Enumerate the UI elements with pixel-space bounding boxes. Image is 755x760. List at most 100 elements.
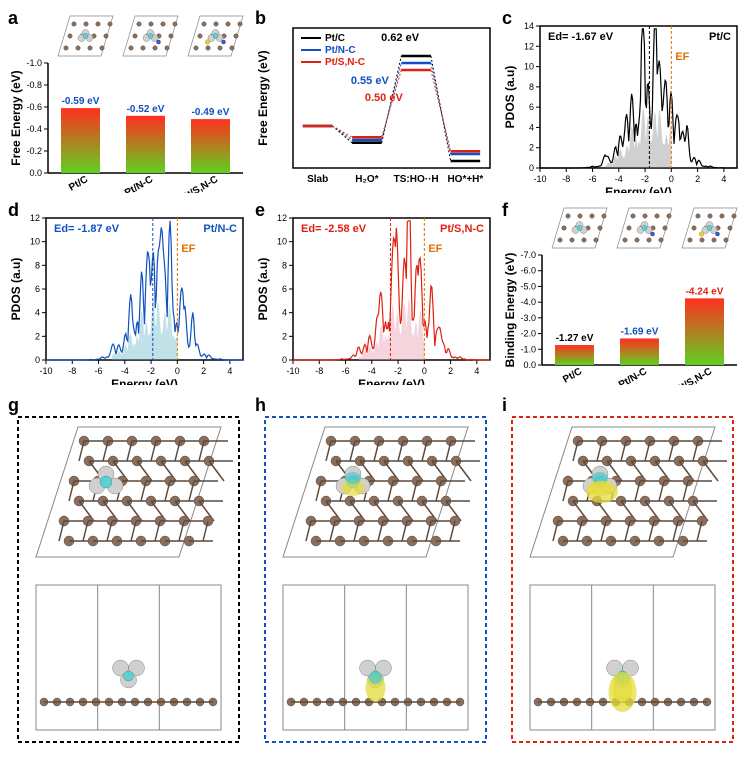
svg-text:-0.2: -0.2: [26, 146, 42, 156]
svg-text:2: 2: [35, 331, 40, 341]
svg-text:Energy (eV): Energy (eV): [111, 377, 178, 385]
label-g: g: [8, 395, 19, 416]
svg-text:Free Energy (eV): Free Energy (eV): [9, 70, 23, 165]
svg-text:-0.6: -0.6: [26, 102, 42, 112]
panel-h: h: [255, 395, 496, 750]
svg-text:-0.49 eV: -0.49 eV: [192, 107, 230, 118]
svg-text:-4.0: -4.0: [520, 297, 536, 307]
svg-text:8: 8: [282, 260, 287, 270]
svg-text:4: 4: [721, 174, 726, 184]
panel-a: a 0.0-0.2-0.4-0.6-0.8-1.0Free Energy (eV…: [8, 8, 249, 193]
svg-text:0: 0: [669, 174, 674, 184]
svg-text:2: 2: [695, 174, 700, 184]
svg-text:0: 0: [35, 355, 40, 365]
label-b: b: [255, 8, 266, 29]
svg-text:Binding Energy (eV): Binding Energy (eV): [503, 253, 517, 368]
svg-text:14: 14: [524, 21, 534, 31]
svg-text:0.62 eV: 0.62 eV: [381, 32, 420, 44]
svg-text:-8: -8: [562, 174, 570, 184]
svg-text:-7.0: -7.0: [520, 250, 536, 260]
chart-h: [255, 395, 496, 750]
svg-text:-6: -6: [589, 174, 597, 184]
svg-text:8: 8: [529, 82, 534, 92]
svg-text:Pt/N-C: Pt/N-C: [325, 45, 356, 56]
svg-text:12: 12: [277, 213, 287, 223]
svg-text:4: 4: [529, 122, 534, 132]
panel-c: c -10-8-6-4-202402468101214Energy (eV)PD…: [502, 8, 743, 193]
svg-text:10: 10: [277, 237, 287, 247]
svg-text:Pt/S,N-C: Pt/S,N-C: [325, 57, 365, 68]
svg-text:Pt/C: Pt/C: [709, 31, 731, 43]
panel-e: e -10-8-6-4-2024024681012Energy (eV)PDOS…: [255, 200, 496, 385]
svg-text:2: 2: [448, 366, 453, 376]
svg-text:12: 12: [30, 213, 40, 223]
svg-text:-8: -8: [68, 366, 76, 376]
panel-g: g: [8, 395, 249, 750]
label-c: c: [502, 8, 512, 29]
label-f: f: [502, 200, 508, 221]
svg-text:-4: -4: [368, 366, 376, 376]
svg-text:2: 2: [282, 331, 287, 341]
svg-text:6: 6: [35, 284, 40, 294]
svg-text:0.50 eV: 0.50 eV: [365, 92, 404, 104]
svg-text:-8: -8: [315, 366, 323, 376]
svg-text:Ed= -2.58 eV: Ed= -2.58 eV: [301, 223, 367, 235]
svg-text:-0.4: -0.4: [26, 124, 42, 134]
svg-text:-4.24 eV: -4.24 eV: [686, 286, 724, 297]
svg-text:Ed= -1.87 eV: Ed= -1.87 eV: [54, 223, 120, 235]
svg-text:Pt/S,N-C: Pt/S,N-C: [180, 174, 220, 193]
svg-text:-4: -4: [615, 174, 623, 184]
svg-text:-4: -4: [121, 366, 129, 376]
svg-text:-10: -10: [39, 366, 52, 376]
svg-text:10: 10: [524, 62, 534, 72]
svg-text:Pt/S,N-C: Pt/S,N-C: [674, 366, 714, 385]
label-d: d: [8, 200, 19, 221]
chart-f: 0.0-1.0-2.0-3.0-4.0-5.0-6.0-7.0Binding E…: [502, 200, 743, 385]
svg-text:4: 4: [227, 366, 232, 376]
svg-text:Pt/C: Pt/C: [67, 174, 90, 193]
panel-d: d -10-8-6-4-2024024681012Energy (eV)PDOS…: [8, 200, 249, 385]
chart-g: [8, 395, 249, 750]
svg-text:Energy (eV): Energy (eV): [605, 185, 672, 193]
svg-text:-10: -10: [286, 366, 299, 376]
svg-text:-3.0: -3.0: [520, 313, 536, 323]
svg-text:Energy (eV): Energy (eV): [358, 377, 425, 385]
svg-text:0: 0: [175, 366, 180, 376]
panel-b: b Free Energy (eV)SlabH₂O*TS:HO··HHO*+H*…: [255, 8, 496, 193]
chart-d: -10-8-6-4-2024024681012Energy (eV)PDOS (…: [8, 200, 249, 385]
svg-text:HO*+H*: HO*+H*: [447, 174, 483, 185]
svg-text:-1.0: -1.0: [520, 344, 536, 354]
svg-text:-6: -6: [95, 366, 103, 376]
svg-text:2: 2: [529, 143, 534, 153]
svg-text:6: 6: [529, 102, 534, 112]
svg-text:-2: -2: [147, 366, 155, 376]
svg-text:-1.0: -1.0: [26, 58, 42, 68]
chart-c: -10-8-6-4-202402468101214Energy (eV)PDOS…: [502, 8, 743, 193]
svg-text:12: 12: [524, 41, 534, 51]
svg-text:-1.69 eV: -1.69 eV: [621, 326, 659, 337]
svg-text:-2: -2: [641, 174, 649, 184]
svg-text:-0.8: -0.8: [26, 80, 42, 90]
chart-b: Free Energy (eV)SlabH₂O*TS:HO··HHO*+H*Pt…: [255, 8, 496, 193]
svg-text:Pt/N-C: Pt/N-C: [617, 366, 649, 385]
svg-text:0.55 eV: 0.55 eV: [351, 75, 390, 87]
svg-text:TS:HO··H: TS:HO··H: [394, 174, 439, 185]
svg-text:0.0: 0.0: [523, 360, 536, 370]
panel-i: i: [502, 395, 743, 750]
svg-text:-6.0: -6.0: [520, 266, 536, 276]
chart-i: [502, 395, 743, 750]
label-e: e: [255, 200, 265, 221]
svg-text:-0.59 eV: -0.59 eV: [62, 96, 100, 107]
panel-f: f 0.0-1.0-2.0-3.0-4.0-5.0-6.0-7.0Binding…: [502, 200, 743, 385]
svg-text:H₂O*: H₂O*: [355, 174, 378, 185]
svg-text:2: 2: [201, 366, 206, 376]
label-i: i: [502, 395, 507, 416]
label-a: a: [8, 8, 18, 29]
svg-text:-2.0: -2.0: [520, 329, 536, 339]
svg-text:Slab: Slab: [307, 174, 328, 185]
svg-text:10: 10: [30, 237, 40, 247]
svg-text:4: 4: [35, 308, 40, 318]
chart-e: -10-8-6-4-2024024681012Energy (eV)PDOS (…: [255, 200, 496, 385]
svg-text:-0.52 eV: -0.52 eV: [127, 104, 165, 115]
svg-text:-6: -6: [342, 366, 350, 376]
